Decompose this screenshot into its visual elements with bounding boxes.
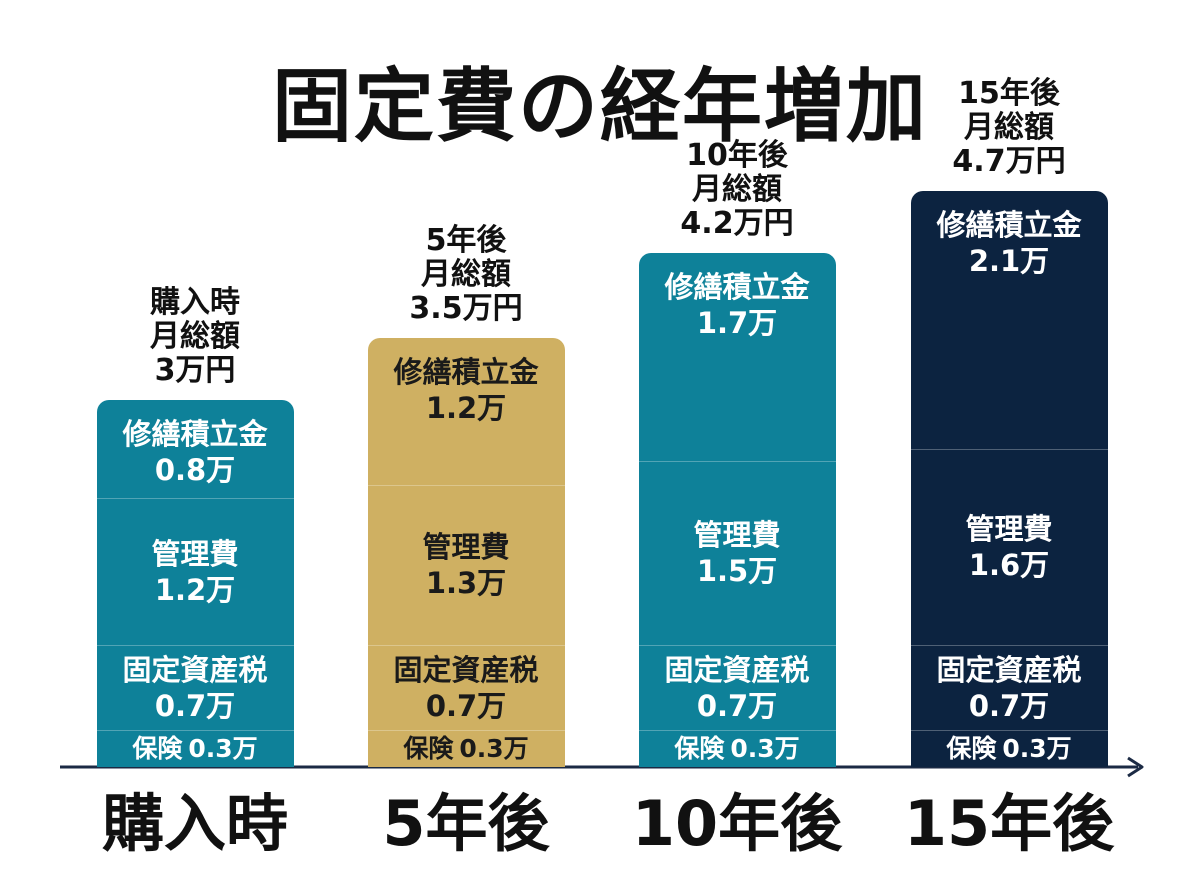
total-label-line: 3万円 xyxy=(154,352,236,388)
data-label: 0.3万 xyxy=(730,734,800,764)
series-name: 管理費 xyxy=(422,530,510,565)
total-label-line: 4.2万円 xyxy=(680,205,794,241)
total-label-line: 10年後 xyxy=(686,137,788,173)
data-label: 1.2万 xyxy=(425,391,507,426)
series-name: 管理費 xyxy=(151,536,239,571)
bar-segment: 管理費 1.5万 xyxy=(638,460,836,645)
total-label-line: 月総額 xyxy=(421,257,511,293)
data-label: 1.6万 xyxy=(968,548,1050,582)
total-label-line: 月総額 xyxy=(150,318,240,354)
bar-segment: 修繕積立金 2.1万 xyxy=(911,191,1108,448)
data-label: 1.5万 xyxy=(696,554,778,589)
series-name: 固定資産税 xyxy=(664,652,810,687)
series-name: 修繕積立金 xyxy=(393,355,539,390)
bar-segment: 固定資産税 0.7万 xyxy=(367,644,565,731)
x-tick-label: 10年後 xyxy=(631,787,843,860)
bar-0: 保険 0.3万 固定資産税 0.7万 管理費 1.2万 修繕積立金 0.8万 xyxy=(96,399,294,767)
data-label: 1.3万 xyxy=(425,566,507,601)
bar-segment: 管理費 1.3万 xyxy=(367,485,565,644)
series-name: 管理費 xyxy=(965,512,1053,546)
segment-label: 保険 0.3万 xyxy=(403,734,528,764)
series-name: 保険 xyxy=(132,734,183,764)
data-label: 1.7万 xyxy=(696,305,778,340)
bar-2: 保険 0.3万 固定資産税 0.7万 管理費 1.5万 修繕積立金 1.7万 xyxy=(638,252,836,767)
data-label: 0.7万 xyxy=(425,688,507,723)
total-label: 5年後 月総額 3.5万円 xyxy=(346,224,586,326)
x-tick-label: 5年後 xyxy=(382,787,550,860)
series-name: 保険 xyxy=(946,734,997,764)
bar-segment: 修繕積立金 1.2万 xyxy=(368,338,565,485)
bar-segment: 保険 0.3万 xyxy=(638,730,836,767)
segment-label: 保険 0.3万 xyxy=(132,734,257,764)
total-label: 15年後 月総額 4.7万円 xyxy=(889,77,1129,179)
series-name: 修繕積立金 xyxy=(122,416,268,451)
series-name: 修繕積立金 xyxy=(664,269,810,304)
data-label: 0.7万 xyxy=(696,688,778,723)
series-name: 固定資産税 xyxy=(393,652,539,687)
total-label-line: 3.5万円 xyxy=(409,291,523,327)
bar-3: 保険 0.3万 固定資産税 0.7万 管理費 1.6万 修繕積立金 2.1万 xyxy=(910,191,1108,767)
chart-title: 固定費の経年増加 xyxy=(272,60,928,153)
segment-label: 保険 0.3万 xyxy=(946,734,1071,764)
bar-segment: 保険 0.3万 xyxy=(910,730,1108,767)
total-label-line: 月総額 xyxy=(964,110,1054,146)
total-label-line: 5年後 xyxy=(425,223,507,259)
bar-segment: 保険 0.3万 xyxy=(367,730,565,767)
series-name: 管理費 xyxy=(693,518,781,553)
bar-segment: 修繕積立金 1.7万 xyxy=(639,253,836,461)
segment-label: 保険 0.3万 xyxy=(674,734,799,764)
bar-segment: 固定資産税 0.7万 xyxy=(96,644,294,731)
series-name: 保険 xyxy=(403,734,454,764)
total-label-line: 月総額 xyxy=(692,171,782,207)
bar-segment: 管理費 1.2万 xyxy=(96,497,294,645)
total-label-line: 15年後 xyxy=(958,76,1060,112)
data-label: 0.3万 xyxy=(1002,734,1072,764)
data-label: 1.2万 xyxy=(154,572,236,607)
bar-segment: 固定資産税 0.7万 xyxy=(638,644,836,731)
series-name: 固定資産税 xyxy=(936,652,1082,687)
series-name: 修繕積立金 xyxy=(936,208,1082,243)
x-axis-arrow-icon xyxy=(1127,756,1144,778)
bar-1: 保険 0.3万 固定資産税 0.7万 管理費 1.3万 修繕積立金 1.2万 xyxy=(367,338,565,767)
x-tick-label: 15年後 xyxy=(903,787,1115,860)
data-label: 0.3万 xyxy=(188,734,258,764)
total-label-line: 4.7万円 xyxy=(952,144,1066,180)
bar-segment: 管理費 1.6万 xyxy=(910,448,1108,645)
data-label: 0.8万 xyxy=(154,452,236,487)
bar-segment: 修繕積立金 0.8万 xyxy=(97,400,294,498)
data-label: 0.7万 xyxy=(154,688,236,723)
data-label: 2.1万 xyxy=(968,244,1050,279)
data-label: 0.3万 xyxy=(459,734,529,764)
series-name: 固定資産税 xyxy=(122,652,268,687)
total-label: 購入時 月総額 3万円 xyxy=(75,284,315,388)
bar-segment: 固定資産税 0.7万 xyxy=(910,644,1108,731)
data-label: 0.7万 xyxy=(968,688,1050,723)
total-label: 10年後 月総額 4.2万円 xyxy=(617,137,857,241)
series-name: 保険 xyxy=(674,734,725,764)
total-label-line: 購入時 xyxy=(150,284,240,320)
x-tick-label: 購入時 xyxy=(101,787,288,860)
bar-segment: 保険 0.3万 xyxy=(96,730,294,767)
